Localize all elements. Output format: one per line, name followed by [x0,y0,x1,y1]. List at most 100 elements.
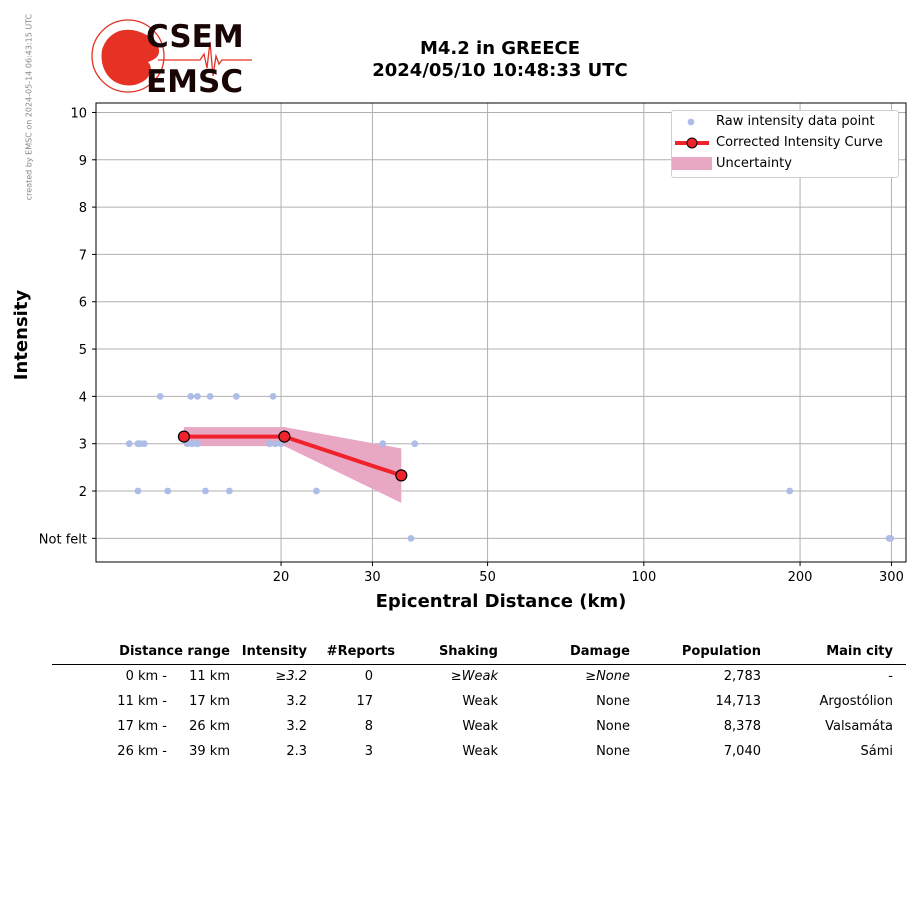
y-tick-label: 8 [79,201,87,216]
y-axis-label: Intensity [11,290,32,381]
y-tick-label: 9 [79,154,87,169]
header-population: Population [681,644,761,659]
intensity-table: Distance range Intensity #Reports Shakin… [52,640,906,765]
header-shaking: Shaking [438,644,498,659]
cell-distance-to: 11 km [189,669,230,684]
x-axis-label: Epicentral Distance (km) [376,591,627,612]
raw-intensity-point [202,487,209,495]
curve-marker-icon [675,137,709,149]
raw-intensity-point [313,487,320,495]
raw-intensity-point [164,487,172,495]
cell-shaking: Weak [462,694,498,709]
raw-intensity-point [411,440,419,448]
legend-item-uncertainty: Uncertainty [672,153,898,174]
curve-point [177,430,191,443]
cell-distance-to: 39 km [189,744,230,759]
title-event: M4.2 in GREECE [419,38,581,59]
cell-intensity: 2.3 [286,744,307,759]
raw-intensity-point [225,487,233,495]
x-tick-label: 50 [479,570,496,585]
cell-main-city: Valsamáta [825,719,893,734]
logo-globe-outline [91,19,165,93]
cell-population: 14,713 [715,694,762,709]
intensity-chart: 20 30 50 100 200 300 Not felt 2 3 4 5 6 7 8 9 10 Epicen… [11,102,907,612]
raw-intensity-point [786,487,794,495]
cell-main-city: - [888,669,893,684]
cell-shaking: Weak [462,719,498,734]
raw-intensity-point [379,440,387,448]
x-tick-label: 20 [273,570,290,585]
uncertainty-band [183,427,402,503]
cell-population: 2,783 [723,669,761,684]
y-tick-label: 5 [79,343,87,358]
cell-intensity: ≥3.2 [275,669,307,684]
cell-damage: None [596,694,630,709]
title-datetime: 2024/05/10 10:48:33 UTC [372,60,628,81]
raw-data-points [125,392,895,542]
header-intensity: Intensity [241,644,307,659]
cell-reports: 3 [364,744,373,759]
axis-ticks: 20 30 50 100 200 300 Not felt 2 3 4 5 6 7 8 9 10 [39,106,904,585]
raw-intensity-point [140,440,148,448]
x-tick-label: 30 [364,570,381,585]
grid-lines [96,103,906,562]
y-tick-label: 10 [70,106,87,121]
raw-intensity-point [887,534,895,542]
curve-point [278,430,291,443]
raw-intensity-point [271,440,279,448]
cell-shaking: ≥Weak [450,669,498,684]
curve-point [395,469,408,482]
raw-intensity-point [194,440,201,448]
legend-label-curve: Corrected Intensity Curve [716,135,883,150]
plot-frame [95,102,907,563]
table-row: 26 km - 39 km 2.3 3 Weak None 7,040 Sámi [52,740,906,765]
cell-distance-to: 17 km [189,694,230,709]
cell-reports: 17 [356,694,373,709]
y-tick-label: 2 [79,485,87,500]
logo-seismogram [158,41,252,77]
cell-intensity: 3.2 [286,694,307,709]
legend-item-raw: Raw intensity data point [672,111,898,132]
chart-legend: Raw intensity data point Corrected Inten… [671,110,899,178]
logo-globe-map [101,29,160,86]
cell-population: 8,378 [723,719,761,734]
header-reports: #Reports [326,644,395,659]
raw-intensity-point [156,392,164,400]
y-tick-label: 3 [79,438,87,453]
cell-main-city: Sámi [860,744,894,759]
y-tick-label: Not felt [39,532,87,547]
table-row: 11 km - 17 km 3.2 17 Weak None 14,713 Argostóli… [52,690,906,715]
raw-intensity-point [407,534,415,542]
header-distance-range: Distance range [119,644,230,659]
cell-distance-from: 0 km - [125,669,167,684]
cell-distance-from: 17 km - [117,719,167,734]
raw-intensity-point [206,392,214,400]
logo-csem-text: CSEM [146,19,244,55]
raw-intensity-point [187,392,195,400]
table-row: 0 km - 11 km ≥3.2 0 ≥Weak ≥None 2,783 - [52,665,906,690]
table-body: 0 km -11 km ≥3.2 0 ≥Weak ≥None 2,783-11 km -1… [52,665,906,765]
x-tick-label: 300 [879,570,904,585]
y-tick-label: 4 [79,390,87,405]
cell-population: 7,040 [723,744,761,759]
csem-emsc-logo: CSEM EMSC [91,19,252,100]
raw-intensity-point [134,487,142,495]
uncertainty-swatch-icon [672,157,712,170]
uncertainty-area [183,427,402,503]
chart-title: M4.2 in GREECE 2024/05/10 10:48:33 UTC [330,38,670,82]
legend-item-curve: Corrected Intensity Curve [672,132,898,153]
header-damage: Damage [569,644,630,659]
cell-damage: None [596,744,630,759]
cell-shaking: Weak [462,744,498,759]
cell-reports: 0 [364,669,373,684]
corrected-intensity-curve [177,430,408,482]
cell-distance-from: 11 km - [117,694,167,709]
raw-intensity-point [232,392,240,400]
y-tick-label: 7 [79,248,87,263]
cell-damage: None [596,719,630,734]
header-main-city: Main city [826,644,893,659]
cell-distance-to: 26 km [189,719,230,734]
raw-intensity-point [189,440,196,448]
y-tick-label: 6 [79,296,87,311]
raw-intensity-point [194,392,201,400]
